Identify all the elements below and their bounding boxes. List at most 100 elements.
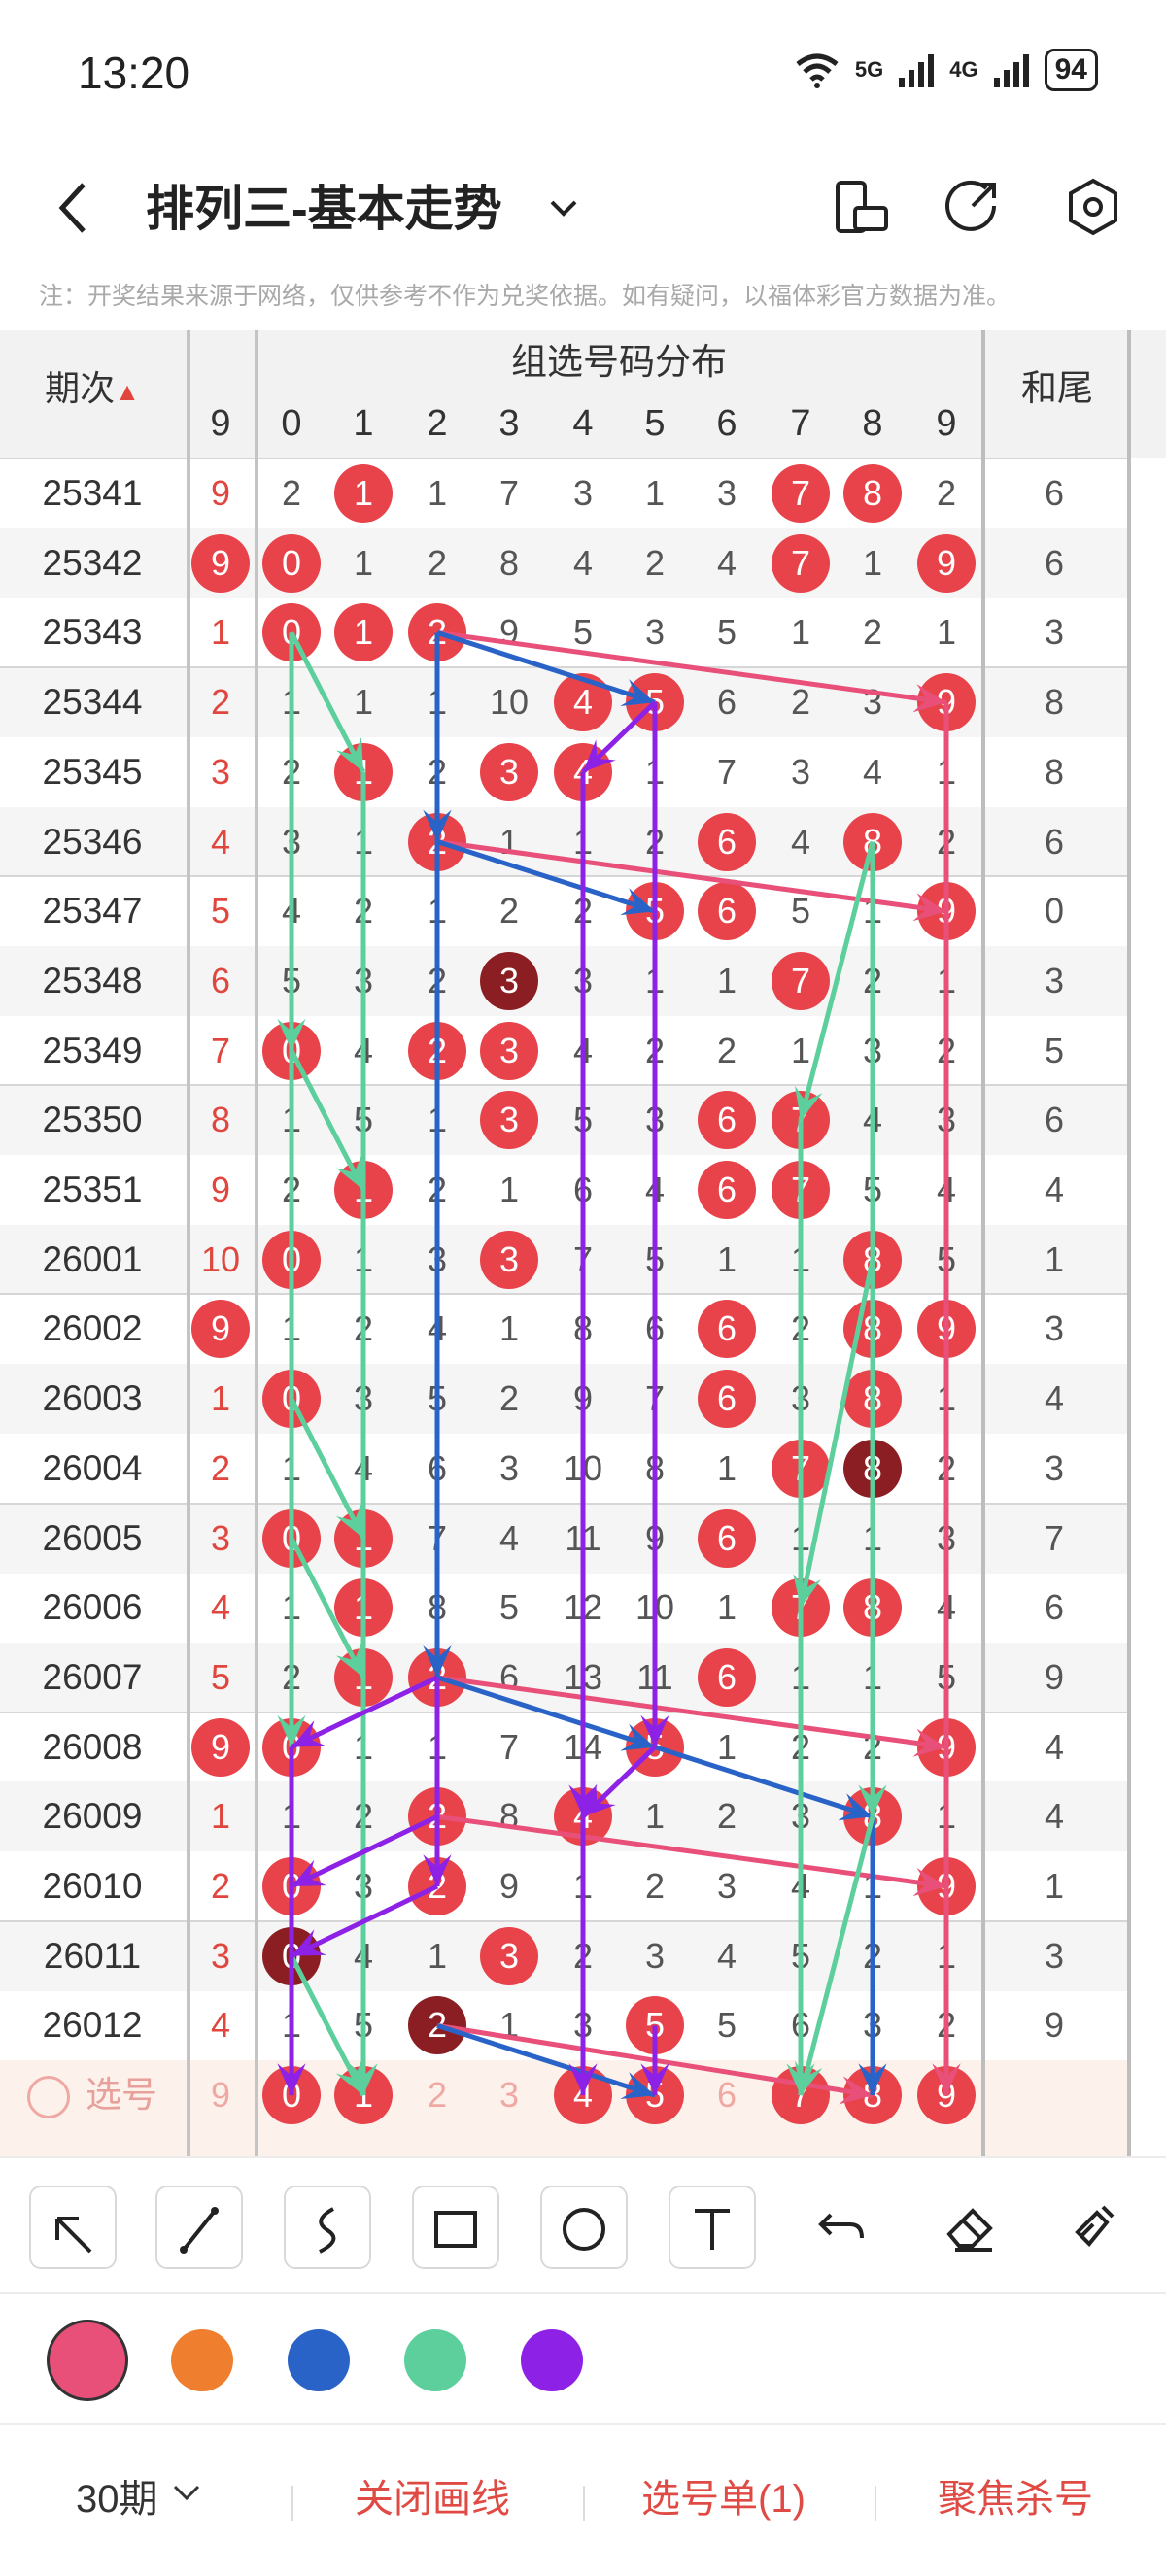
drawn-number-ball[interactable]: 3 <box>480 742 538 801</box>
header-tail: 和尾 <box>1021 368 1093 408</box>
drawn-number-ball[interactable]: 3 <box>480 1091 538 1150</box>
drawn-number-ball[interactable]: 1 <box>334 603 393 662</box>
drawn-number-ball[interactable]: 6 <box>698 1300 756 1359</box>
drawn-number-ball[interactable]: 6 <box>698 1508 756 1568</box>
purple-trend-arrow <box>290 1814 439 1889</box>
drawn-number-ball[interactable]: 6 <box>698 812 756 871</box>
color-swatch[interactable] <box>171 2329 233 2391</box>
sum-tail-value: 9 <box>1044 1656 1065 1697</box>
drawn-number-ball[interactable]: 3 <box>480 1021 538 1080</box>
settings-button[interactable] <box>1059 173 1127 241</box>
issue-number: 25345 <box>42 751 143 792</box>
miss-value: 4 <box>210 821 231 862</box>
drawn-number-ball[interactable]: 7 <box>772 533 830 593</box>
miss-count: 3 <box>716 473 737 513</box>
line-tool[interactable] <box>155 2186 243 2269</box>
period-selector[interactable]: 30期 <box>76 2470 204 2528</box>
purple-trend-arrow-head <box>277 2063 306 2096</box>
color-swatch[interactable] <box>47 2320 128 2401</box>
blue-trend-arrow-head <box>838 1793 873 1821</box>
drawn-number-ball[interactable]: 6 <box>698 1370 756 1429</box>
drawn-number-ball[interactable]: 6 <box>698 1647 756 1707</box>
close-lines-button[interactable]: 关闭画线 <box>355 2478 510 2521</box>
pink-trend-arrow-head <box>912 893 946 922</box>
color-swatch[interactable] <box>288 2329 350 2391</box>
drawn-number-ball[interactable]: 6 <box>698 882 756 941</box>
back-button[interactable] <box>49 173 107 241</box>
drawn-number-ball[interactable]: 1 <box>334 464 393 523</box>
circle-tool[interactable] <box>540 2186 628 2269</box>
miss-count: 1 <box>644 1796 666 1837</box>
text-tool[interactable] <box>669 2186 756 2269</box>
green-trend-arrow-head <box>793 1574 822 1609</box>
color-swatch[interactable] <box>521 2329 583 2391</box>
miss-count: 1 <box>716 1726 737 1767</box>
select-number[interactable]: 2 <box>427 2075 448 2116</box>
miss-value: 4 <box>210 1587 231 1628</box>
share-button[interactable] <box>938 173 1006 241</box>
miss-count: 1 <box>353 542 374 583</box>
arrow-tool[interactable] <box>29 2186 117 2269</box>
clear-tool[interactable] <box>1049 2186 1137 2269</box>
issue-number: 26011 <box>43 1935 142 1976</box>
row-group-divider <box>0 1084 1127 1087</box>
status-icons: 5G 4G 94 <box>793 49 1098 91</box>
select-row-label[interactable]: 选号 <box>0 2060 185 2130</box>
select-number[interactable]: 3 <box>498 2075 520 2116</box>
orientation-button[interactable] <box>826 173 894 241</box>
title-dropdown-button[interactable] <box>544 165 583 284</box>
row-group-divider <box>0 1711 1127 1713</box>
miss-count: 4 <box>572 542 594 583</box>
page-title[interactable]: 排列三-基本走势 <box>146 182 502 236</box>
drawn-number-ball[interactable]: 2 <box>408 603 466 662</box>
miss-value: 1 <box>210 612 231 653</box>
drawn-number-ball[interactable]: 7 <box>772 464 830 523</box>
drawn-number-ball[interactable]: 3 <box>480 1926 538 1985</box>
header-issue[interactable]: 期次▲ <box>0 354 185 424</box>
drawn-number-ball[interactable]: 7 <box>772 951 830 1010</box>
purple-trend-arrow-head <box>568 1784 598 1817</box>
blue-trend-arrow-head <box>858 2063 887 2096</box>
drawn-number-ball[interactable]: 3 <box>480 951 538 1010</box>
drawn-number-ball[interactable]: 8 <box>843 464 902 523</box>
green-trend-arrow-head <box>335 1642 363 1678</box>
pink-trend-arrow-head <box>912 1867 946 1897</box>
drawn-number-ball[interactable]: 6 <box>698 1091 756 1150</box>
issue-number: 25346 <box>42 821 143 862</box>
pick-list-button[interactable]: 选号单(1) <box>641 2478 806 2521</box>
undo-tool[interactable] <box>797 2186 884 2269</box>
issue-number: 26009 <box>42 1796 143 1837</box>
rectangle-tool[interactable] <box>412 2186 499 2269</box>
header-digit-0: 0 <box>281 403 302 444</box>
miss-value: 2 <box>210 1447 231 1488</box>
miss-value: 4 <box>210 2005 231 2046</box>
eraser-tool[interactable] <box>925 2186 1012 2269</box>
header-issue-label: 期次 <box>45 368 116 408</box>
focus-kill-button[interactable]: 聚焦杀号 <box>938 2478 1093 2521</box>
drawn-number-ball[interactable]: 2 <box>408 1996 466 2055</box>
issue-number: 25343 <box>42 612 143 653</box>
sum-tail-value: 9 <box>1044 2005 1065 2046</box>
circle-icon <box>563 2208 605 2251</box>
broom-icon <box>1075 2205 1115 2247</box>
drawing-layer[interactable] <box>0 330 1166 2156</box>
green-trend-arrow-head <box>335 736 363 772</box>
drawn-number-ball[interactable]: 9 <box>917 533 976 593</box>
drawn-number-ball[interactable]: 6 <box>698 1161 756 1219</box>
purple-trend-arrow-head <box>583 739 616 772</box>
purple-trend-arrow-head <box>583 1783 616 1817</box>
select-number[interactable]: 6 <box>716 2075 737 2116</box>
purple-trend-arrow <box>290 1675 439 1749</box>
drawn-number-ball[interactable]: 3 <box>480 1230 538 1289</box>
green-trend-arrow-head <box>335 1155 363 1190</box>
disclaimer-text: 注：开奖结果来源于网络，仅供参考不作为兑奖依据。如有疑问，以福体彩官方数据为准。 <box>39 283 1012 310</box>
color-swatch[interactable] <box>404 2329 466 2391</box>
status-time: 13:20 <box>78 48 190 98</box>
curve-tool[interactable] <box>284 2186 371 2269</box>
rotate-screen-icon <box>836 181 888 233</box>
sum-tail-value: 3 <box>1044 612 1065 653</box>
drawn-number-ball[interactable]: 4 <box>554 673 612 732</box>
header-digit-4: 4 <box>572 403 594 444</box>
drawn-number-ball[interactable]: 0 <box>262 533 321 593</box>
purple-trend-arrow-head <box>292 1929 326 1956</box>
